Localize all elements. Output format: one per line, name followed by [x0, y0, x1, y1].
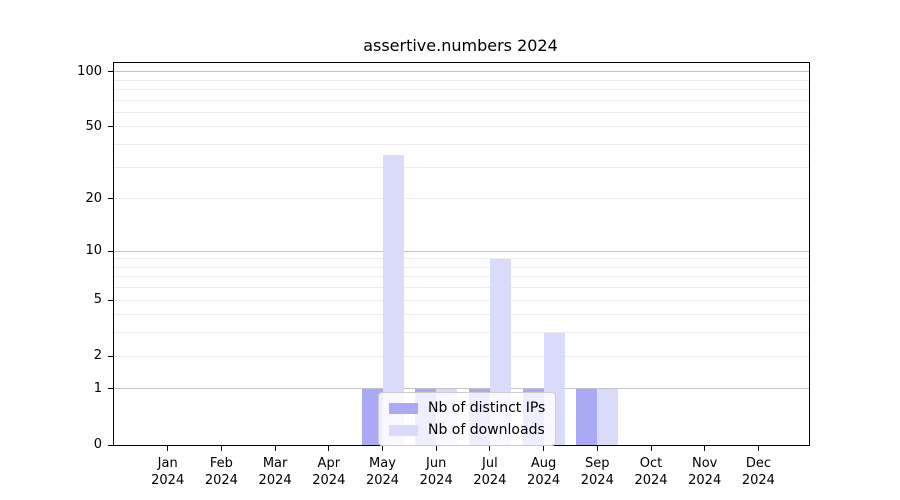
y-tick-mark-5 — [108, 299, 114, 301]
x-tick-mark-dec — [757, 446, 759, 451]
x-tick-mark-sep — [596, 446, 598, 451]
x-tick-mark-oct — [650, 446, 652, 451]
y-tick-label-10: 10 — [85, 243, 102, 259]
legend-label-downloads: Nb of downloads — [428, 422, 545, 438]
gridline-100 — [114, 71, 809, 73]
x-tick-label-apr: Apr 2024 — [312, 456, 346, 488]
x-tick-label-mar: Mar 2024 — [258, 456, 292, 488]
y-tick-label-5: 5 — [93, 292, 102, 308]
y-tick-mark-50 — [108, 126, 114, 128]
gridline-70 — [114, 99, 809, 101]
legend-label-distinct-ips: Nb of distinct IPs — [428, 400, 546, 416]
x-tick-mark-mar — [274, 446, 276, 451]
bar-sep-distinct-ips — [576, 388, 598, 445]
y-tick-mark-0 — [108, 444, 114, 446]
x-tick-mark-aug — [543, 446, 545, 451]
x-tick-mark-feb — [220, 446, 222, 451]
gridline-6 — [114, 287, 809, 289]
gridline-80 — [114, 89, 809, 90]
legend-item-downloads: Nb of downloads — [389, 422, 545, 438]
y-tick-label-20: 20 — [85, 190, 102, 206]
gridline-30 — [114, 166, 809, 168]
x-tick-mark-jul — [489, 446, 491, 451]
gridline-3 — [114, 332, 809, 334]
gridline-60 — [114, 111, 809, 113]
gridline-5 — [114, 299, 809, 301]
y-tick-mark-1 — [108, 388, 114, 390]
gridline-7 — [114, 276, 809, 278]
gridline-9 — [114, 258, 809, 260]
legend-swatch-distinct-ips-icon — [389, 402, 418, 414]
gridline-50 — [114, 126, 809, 128]
bar-sep-downloads — [597, 388, 619, 445]
y-tick-label-0: 0 — [93, 437, 102, 452]
x-tick-label-may: May 2024 — [365, 456, 400, 488]
x-tick-mark-apr — [328, 446, 330, 451]
gridline-90 — [114, 79, 809, 81]
y-tick-mark-100 — [108, 71, 114, 73]
legend: Nb of distinct IPs Nb of downloads — [378, 392, 557, 446]
x-tick-label-aug: Aug 2024 — [527, 456, 561, 488]
x-tick-mark-may — [382, 446, 383, 451]
x-tick-label-feb: Feb 2024 — [204, 456, 238, 488]
y-tick-label-2: 2 — [93, 348, 102, 364]
x-tick-label-jan: Jan 2024 — [151, 456, 185, 488]
y-tick-mark-2 — [108, 355, 114, 357]
gridline-4 — [114, 314, 809, 316]
gridline-40 — [114, 144, 809, 146]
x-tick-label-dec: Dec 2024 — [741, 456, 775, 488]
y-tick-mark-20 — [108, 198, 114, 200]
x-tick-label-jun: Jun 2024 — [419, 456, 453, 488]
x-tick-label-nov: Nov 2024 — [688, 456, 722, 488]
gridline-8 — [114, 266, 809, 268]
x-tick-label-oct: Oct 2024 — [634, 456, 668, 488]
gridline-2 — [114, 355, 809, 357]
y-tick-mark-10 — [108, 250, 114, 252]
y-tick-label-50: 50 — [85, 118, 102, 134]
legend-swatch-downloads-icon — [389, 424, 418, 436]
x-tick-mark-jan — [167, 446, 169, 451]
bar-may-distinct-ips — [361, 388, 383, 445]
bar-may-downloads — [382, 155, 404, 445]
gridline-1 — [114, 388, 809, 390]
gridline-10 — [114, 250, 809, 252]
legend-item-distinct-ips: Nb of distinct IPs — [389, 400, 545, 416]
x-tick-mark-jun — [435, 446, 437, 451]
y-tick-label-1: 1 — [93, 380, 102, 396]
gridline-20 — [114, 198, 809, 200]
chart-title: assertive.numbers 2024 — [363, 36, 558, 55]
y-tick-label-100: 100 — [77, 63, 102, 79]
x-tick-mark-nov — [704, 446, 706, 451]
x-tick-label-jul: Jul 2024 — [473, 456, 507, 488]
plot-area: 0 1 2 5 10 20 50 100 Jan 2024 Feb 2024 Mar 2024 Apr… — [77, 62, 810, 488]
x-tick-label-sep: Sep 2024 — [580, 456, 614, 488]
